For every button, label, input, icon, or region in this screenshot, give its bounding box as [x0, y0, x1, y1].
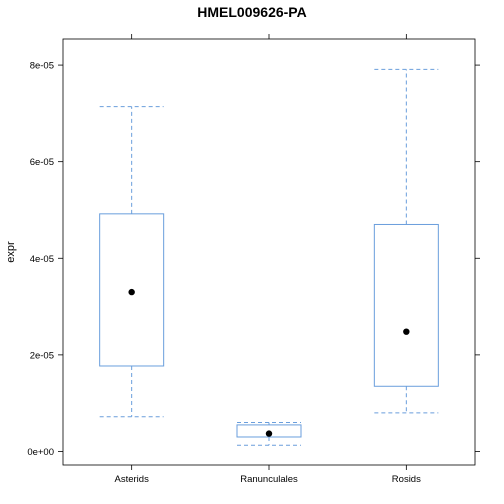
median-point: [265, 430, 273, 437]
boxes: [99, 68, 439, 446]
y-axis-label: expr: [5, 241, 17, 263]
iqr-box: [236, 424, 302, 438]
median-point: [128, 288, 135, 296]
x-axis: Asterids Ranunculales Rosids: [115, 34, 421, 485]
x-tick-label: Rosids: [392, 474, 421, 485]
y-tick-label: 4e-05: [30, 254, 54, 265]
plot-frame: [62, 38, 476, 466]
x-tick-label: Ranunculales: [240, 474, 298, 485]
x-tick-label: Asterids: [115, 474, 150, 485]
y-tick-label: 6e-05: [30, 157, 54, 168]
y-axis: 0e+00 2e-05 4e-05 6e-05 8e-05: [27, 61, 480, 458]
iqr-box: [99, 213, 165, 367]
y-tick-label: 8e-05: [30, 61, 54, 72]
chart-title: HMEL009626-PA: [197, 4, 306, 20]
box-asterids: [99, 106, 165, 418]
y-tick-label: 2e-05: [30, 350, 54, 361]
box-rosids: [373, 68, 439, 414]
box-ranunculales: [236, 421, 302, 446]
iqr-box: [373, 223, 439, 387]
y-tick-label: 0e+00: [27, 447, 54, 458]
median-point: [403, 328, 410, 335]
